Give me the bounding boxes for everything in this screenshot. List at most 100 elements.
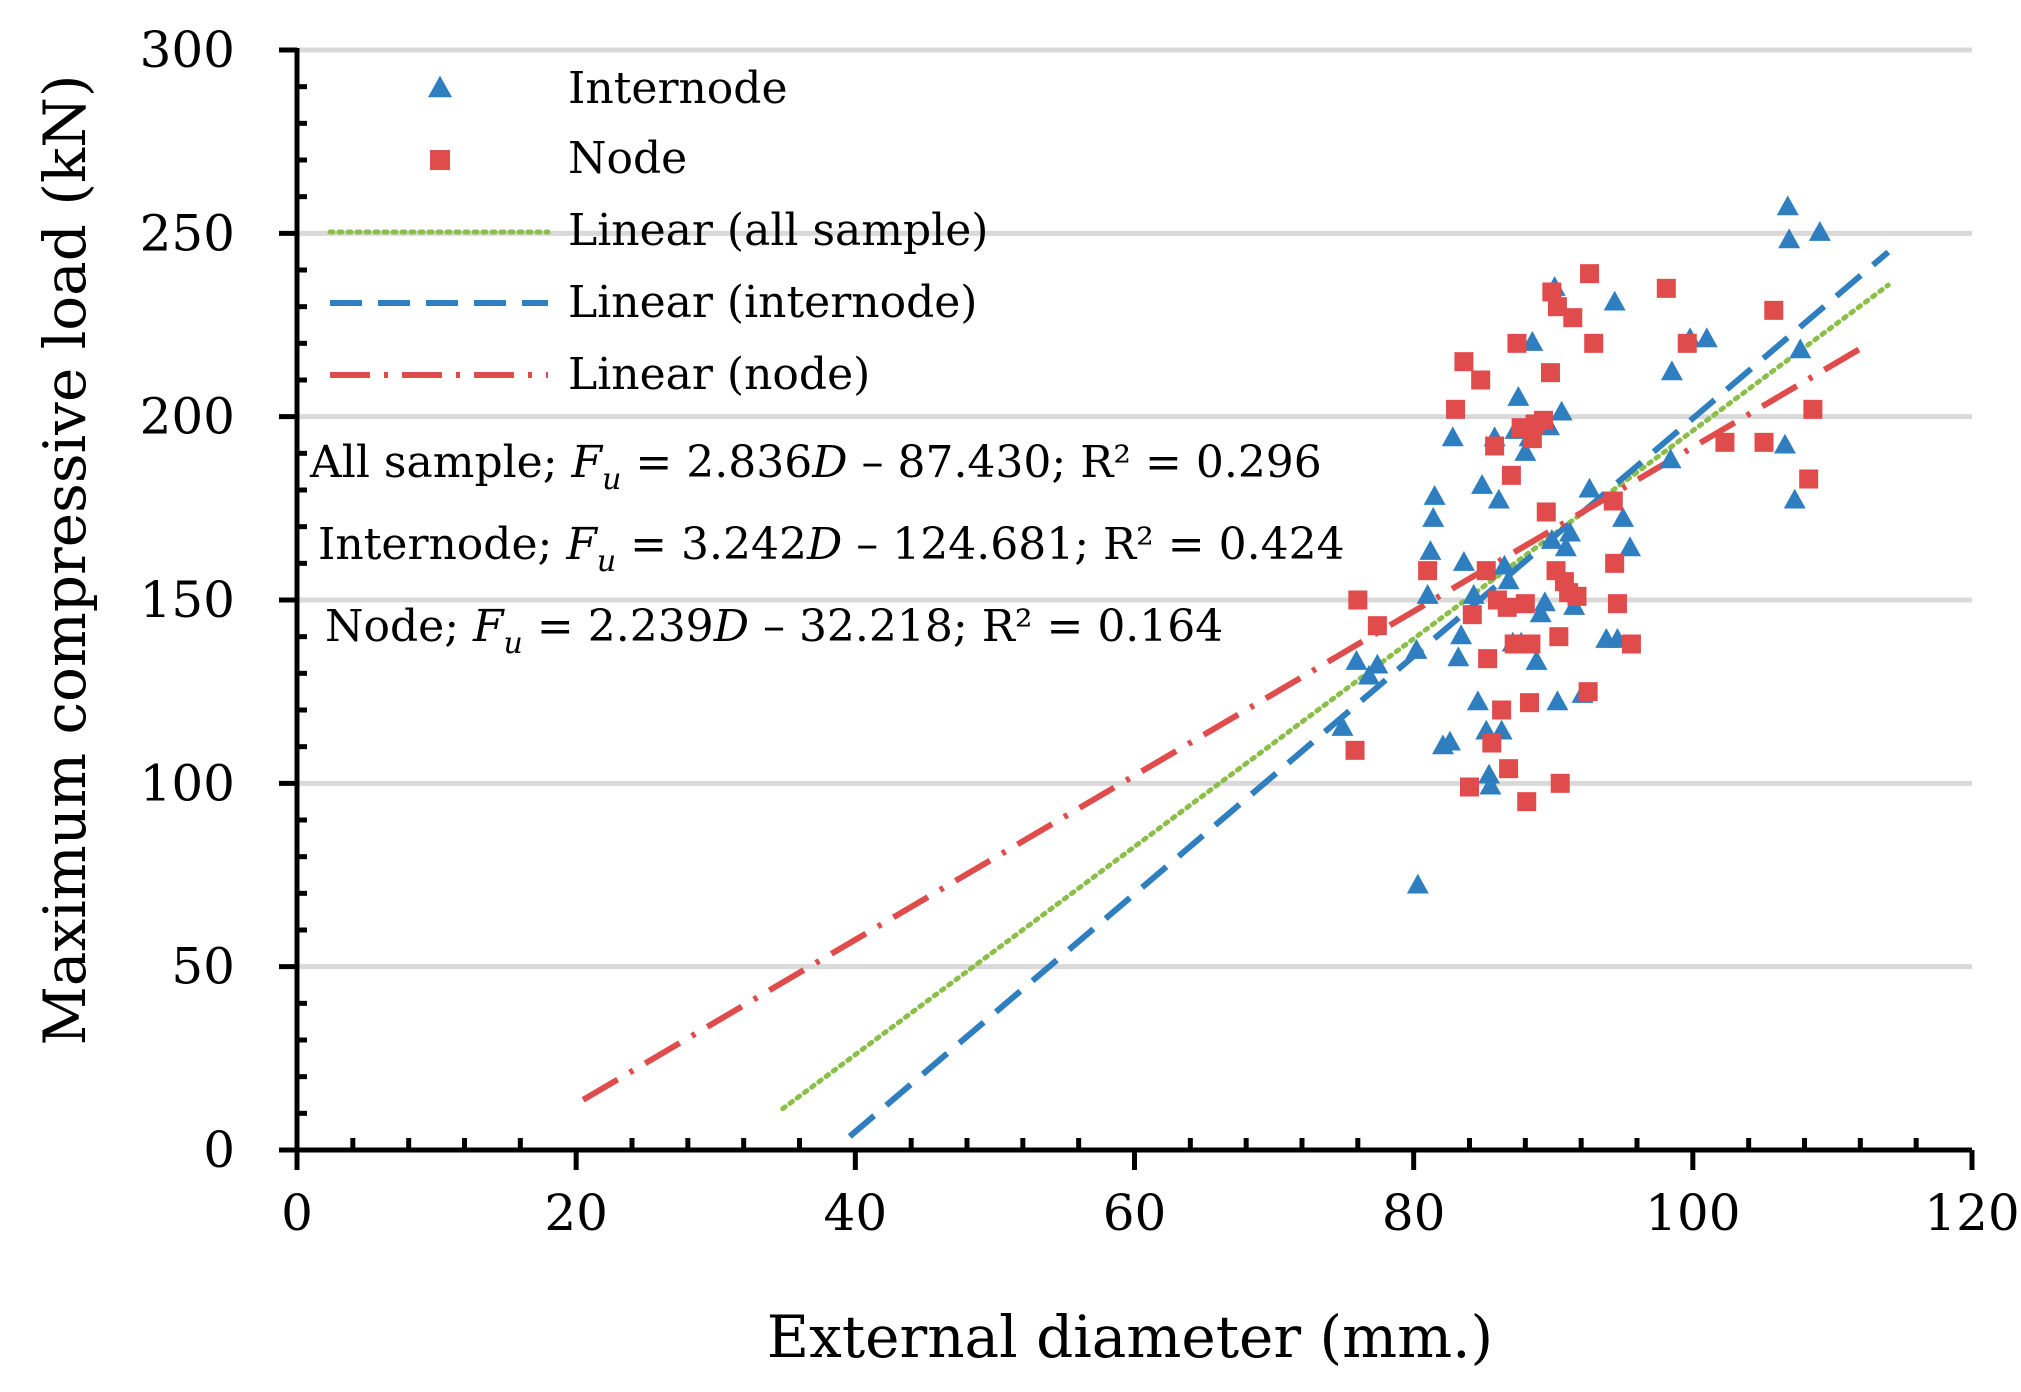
node-point-38 (1567, 586, 1587, 606)
internode-point-38 (1540, 529, 1563, 549)
internode-point-31 (1514, 441, 1537, 461)
internode-point-14 (1450, 624, 1473, 645)
node-point-24 (1521, 634, 1541, 654)
internode-point-57 (1776, 195, 1799, 216)
internode-point-0 (1331, 716, 1354, 736)
internode-point-36 (1533, 591, 1556, 612)
node-point-21 (1515, 594, 1535, 614)
y-tick-label-50: 50 (171, 938, 235, 996)
internode-point-20 (1478, 763, 1501, 784)
internode-point-48 (1603, 290, 1626, 311)
node-point-0 (1345, 740, 1365, 760)
internode-point-12 (1441, 426, 1464, 447)
internode-point-5 (1406, 873, 1429, 894)
y-tick-label-0: 0 (203, 1121, 235, 1179)
equation-node: Node; Fu = 2.239D – 32.218; R² = 0.164 (325, 601, 1223, 661)
internode-point-16 (1462, 584, 1485, 604)
node-point-10 (1478, 649, 1498, 669)
internode-point-1 (1345, 650, 1368, 670)
y-tick-label-250: 250 (140, 204, 235, 262)
x-tick-label-80: 80 (1382, 1184, 1446, 1242)
internode-point-13 (1447, 646, 1470, 667)
node-point-17 (1501, 465, 1521, 485)
tick-labels: 0 50 100 150 200 250 300 0 20 40 60 80 100 120 (140, 21, 2020, 1242)
x-axis-title: External diameter (mm.) (767, 1303, 1493, 1371)
trendline-node (581, 346, 1862, 1103)
axes (279, 47, 1975, 1170)
internode-point-21 (1479, 774, 1502, 795)
node-point-25 (1522, 429, 1542, 449)
legend-label-internode: Internode (568, 63, 788, 114)
node-point-43 (1605, 553, 1625, 573)
internode-point-6 (1416, 584, 1439, 604)
node-point-22 (1517, 792, 1537, 812)
internode-point-7 (1419, 540, 1442, 560)
internode-point-56 (1773, 433, 1796, 454)
internode-point-29 (1507, 386, 1530, 406)
node-point-28 (1536, 502, 1556, 522)
internode-point-51 (1619, 536, 1642, 557)
y-tick-label-200: 200 (140, 388, 235, 446)
x-tick-label-60: 60 (1103, 1184, 1167, 1242)
internode-point-11 (1438, 730, 1461, 751)
node-point-12 (1485, 436, 1505, 456)
node-point-23 (1520, 693, 1540, 713)
node-point-52 (1803, 399, 1823, 419)
node-point-3 (1418, 561, 1438, 581)
node-point-37 (1563, 308, 1583, 328)
internode-point-18 (1471, 474, 1494, 494)
internode-point-2 (1358, 664, 1380, 685)
node-point-7 (1462, 605, 1482, 625)
internode-point-35 (1529, 602, 1552, 623)
internode-point-41 (1550, 400, 1573, 421)
trendline-all_sample (780, 282, 1891, 1112)
internode-point-42 (1554, 536, 1577, 557)
internode-point-43 (1559, 521, 1581, 542)
node-point-45 (1621, 634, 1641, 654)
node-point-15 (1497, 597, 1517, 617)
internode-point-15 (1452, 551, 1475, 571)
internode-point-26 (1497, 569, 1520, 590)
node-point-2 (1367, 616, 1387, 636)
trendline-internode (847, 249, 1891, 1139)
legend: Internode Node Linear (all sample) Linea… (327, 63, 988, 400)
equation-all-sample: All sample; Fu = 2.836D – 87.430; R² = 0… (309, 437, 1322, 497)
internode-point-40 (1546, 690, 1569, 711)
node-point-27 (1533, 410, 1553, 430)
x-tick-label-100: 100 (1645, 1184, 1740, 1242)
node-point-11 (1482, 733, 1502, 753)
internode-point-52 (1659, 448, 1682, 469)
internode-point-17 (1466, 690, 1489, 711)
node-point-46 (1656, 278, 1676, 298)
internode-point-61 (1808, 221, 1831, 241)
node-point-42 (1603, 491, 1623, 511)
node-point-34 (1550, 773, 1570, 793)
internode-point-59 (1783, 488, 1806, 509)
x-tick-label-120: 120 (1924, 1184, 2019, 1242)
node-point-1 (1348, 590, 1368, 610)
trendlines (581, 249, 1891, 1139)
data-points (1331, 195, 1831, 894)
internode-point-33 (1521, 331, 1544, 351)
node-point-40 (1580, 264, 1600, 284)
internode-point-60 (1789, 338, 1812, 359)
node-point-14 (1492, 700, 1512, 720)
internode-point-4 (1405, 639, 1428, 659)
node-point-32 (1547, 297, 1567, 317)
node-point-50 (1764, 300, 1784, 320)
y-tick-label-150: 150 (140, 571, 235, 629)
legend-symbols (327, 75, 551, 378)
node-point-49 (1754, 432, 1774, 452)
node-point-8 (1471, 370, 1491, 390)
legend-internode-marker (428, 75, 452, 98)
y-tick-label-100: 100 (140, 754, 235, 812)
y-tick-label-300: 300 (140, 21, 235, 79)
node-point-44 (1607, 594, 1627, 614)
node-point-51 (1799, 469, 1819, 489)
node-point-5 (1454, 352, 1474, 372)
node-point-48 (1715, 432, 1735, 452)
node-point-29 (1540, 363, 1560, 383)
x-tick-label-40: 40 (824, 1184, 888, 1242)
internode-point-23 (1487, 488, 1510, 509)
